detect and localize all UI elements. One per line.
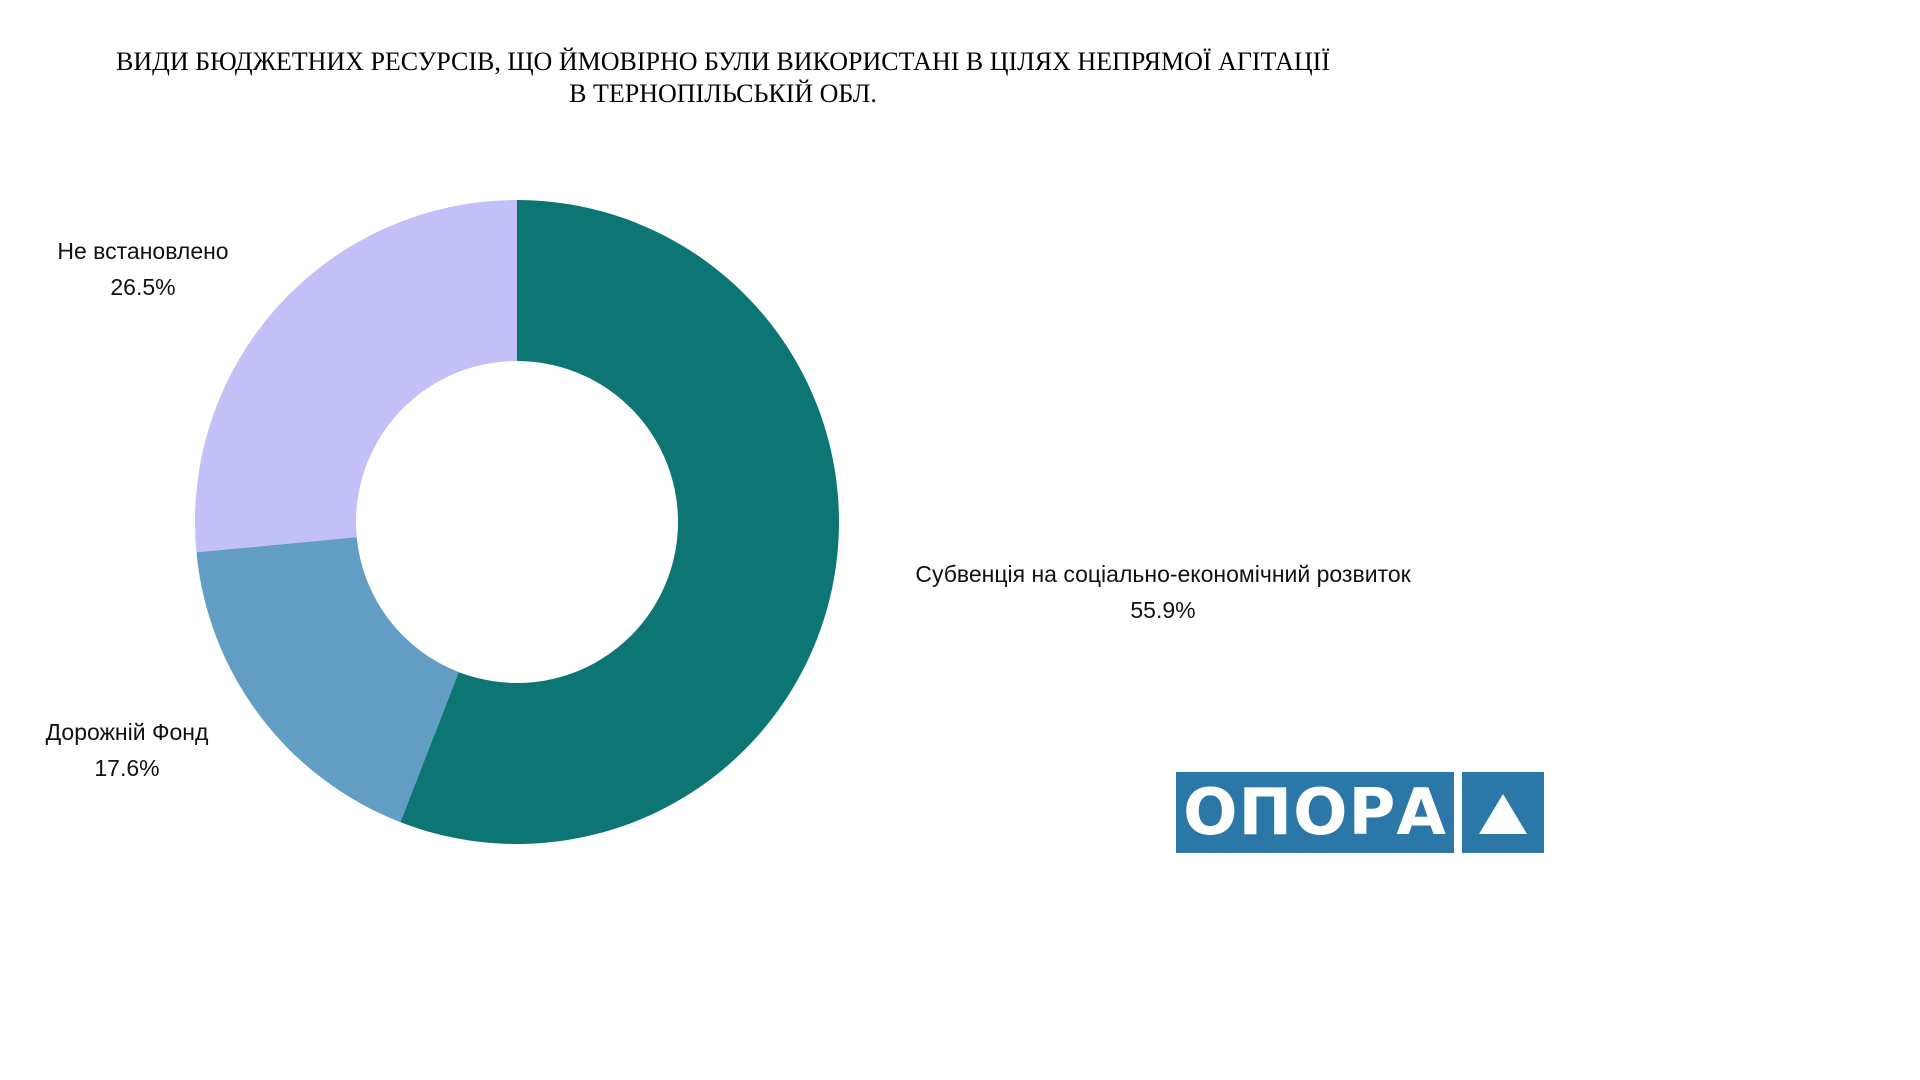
slice-label-name-1: Субвенція на соціально-економічний розви… xyxy=(915,561,1411,587)
slice-label-value-1: 55.9% xyxy=(1130,597,1195,623)
donut-slices xyxy=(194,200,840,844)
slice-label-name-2: Дорожній Фонд xyxy=(46,719,209,745)
opora-logo-text: ОПОРА xyxy=(1176,772,1454,853)
chart-title: ВИДИ БЮДЖЕТНИХ РЕСУРСІВ, ЩО ЙМОВІРНО БУЛ… xyxy=(0,46,1446,110)
slice-label-name-3: Не встановлено xyxy=(57,238,228,264)
slice-labels: Субвенція на соціально-економічний розви… xyxy=(46,238,1412,781)
donut-slice-1 xyxy=(400,200,840,844)
opora-logo: ОПОРА xyxy=(1176,772,1544,853)
chart-title-line-2: В ТЕРНОПІЛЬСЬКІЙ ОБЛ. xyxy=(569,79,877,108)
slice-label-value-2: 17.6% xyxy=(94,755,159,781)
triangle-icon xyxy=(1462,772,1544,853)
donut-slice-2 xyxy=(196,537,459,823)
slice-label-value-3: 26.5% xyxy=(110,274,175,300)
chart-title-line-1: ВИДИ БЮДЖЕТНИХ РЕСУРСІВ, ЩО ЙМОВІРНО БУЛ… xyxy=(116,47,1330,76)
donut-chart: Субвенція на соціально-економічний розви… xyxy=(46,200,1412,844)
donut-slice-3 xyxy=(194,200,517,553)
